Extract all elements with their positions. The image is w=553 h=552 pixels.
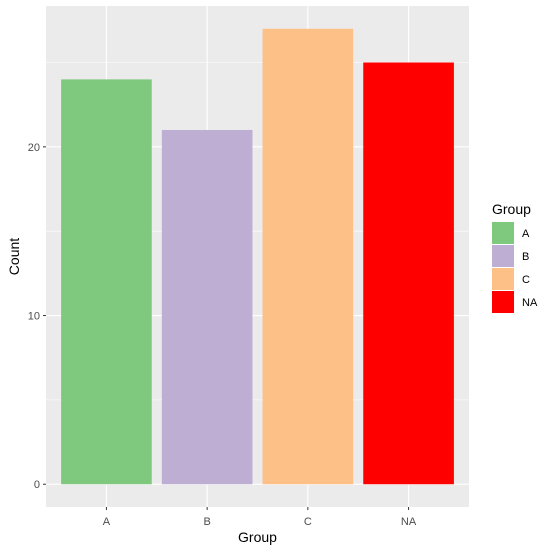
y-axis-title: Count [6,238,22,275]
bar-b [161,129,253,485]
legend-label: C [522,274,530,286]
bar-c [262,28,354,485]
legend-label: NA [522,297,538,309]
y-tick-label: 0 [34,479,40,491]
legend: Group ABC NA [492,201,538,313]
legend-label: A [522,228,530,240]
legend-label: B [522,251,529,263]
y-tick-label: 10 [28,311,40,323]
bars [61,28,454,485]
legend-title: Group [492,201,531,217]
x-tick-label: B [203,516,210,528]
x-tick-label: C [304,516,312,528]
x-axis: A B C NA [103,507,417,528]
y-tick-label: 20 [28,142,40,154]
x-axis-title: Group [238,529,277,545]
bar-a [61,79,152,485]
legend-key-a [492,222,514,244]
x-tick-label: A [103,516,111,528]
legend-key-b [492,245,514,267]
legend-key-c [492,268,514,290]
x-tick-label: NA [401,516,417,528]
legend-key-na [492,291,514,313]
bar-na [363,62,454,485]
y-axis: 0 10 20 [28,142,46,491]
